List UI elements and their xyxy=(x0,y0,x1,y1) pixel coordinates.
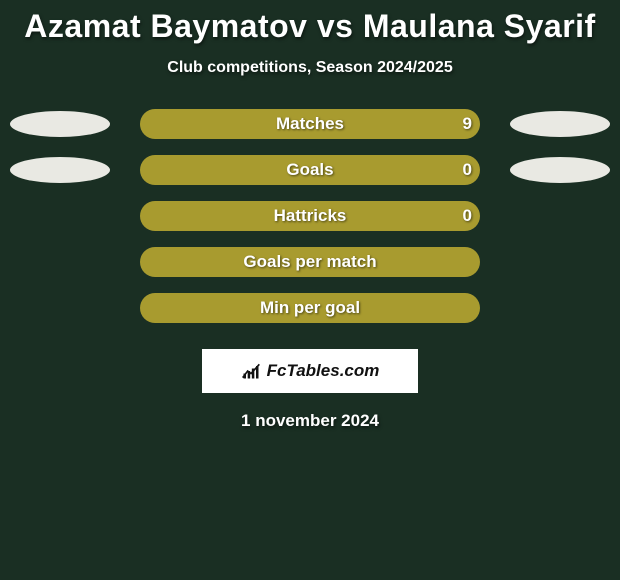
right-value-ellipse xyxy=(510,157,610,183)
stat-bar xyxy=(140,109,480,139)
stat-row: Min per goal xyxy=(0,293,620,339)
stat-row: Goals0 xyxy=(0,155,620,201)
page-title: Azamat Baymatov vs Maulana Syarif xyxy=(0,0,620,45)
brand-text: FcTables.com xyxy=(267,361,380,381)
stat-bar xyxy=(140,247,480,277)
subtitle: Club competitions, Season 2024/2025 xyxy=(0,59,620,77)
date-line: 1 november 2024 xyxy=(0,411,620,431)
chart-icon xyxy=(241,361,261,381)
left-value-ellipse xyxy=(10,111,110,137)
right-value-ellipse xyxy=(510,111,610,137)
left-value-ellipse xyxy=(10,157,110,183)
stat-row: Goals per match xyxy=(0,247,620,293)
brand-badge: FcTables.com xyxy=(202,349,418,393)
stat-bar xyxy=(140,155,480,185)
stat-row: Matches9 xyxy=(0,109,620,155)
comparison-rows: Matches9Goals0Hattricks0Goals per matchM… xyxy=(0,109,620,339)
stat-row: Hattricks0 xyxy=(0,201,620,247)
stat-bar xyxy=(140,201,480,231)
stat-bar xyxy=(140,293,480,323)
